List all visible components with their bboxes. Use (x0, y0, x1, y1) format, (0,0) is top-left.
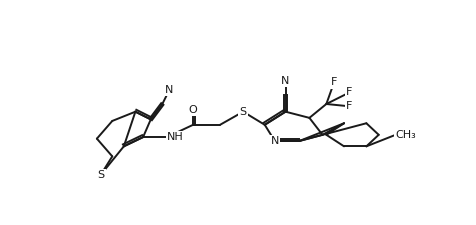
Text: N: N (165, 85, 173, 95)
Text: N: N (270, 136, 279, 146)
Text: F: F (346, 88, 353, 97)
Text: S: S (97, 170, 104, 180)
Text: F: F (346, 101, 353, 111)
Text: CH₃: CH₃ (396, 130, 416, 140)
Text: O: O (189, 105, 198, 115)
Text: F: F (331, 77, 337, 88)
Text: N: N (281, 76, 290, 86)
Text: NH: NH (167, 132, 184, 142)
Text: S: S (239, 107, 247, 117)
